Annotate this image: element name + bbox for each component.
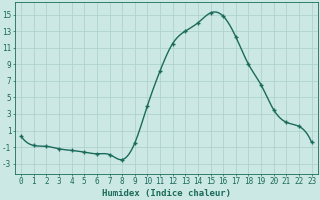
X-axis label: Humidex (Indice chaleur): Humidex (Indice chaleur) [102, 189, 231, 198]
